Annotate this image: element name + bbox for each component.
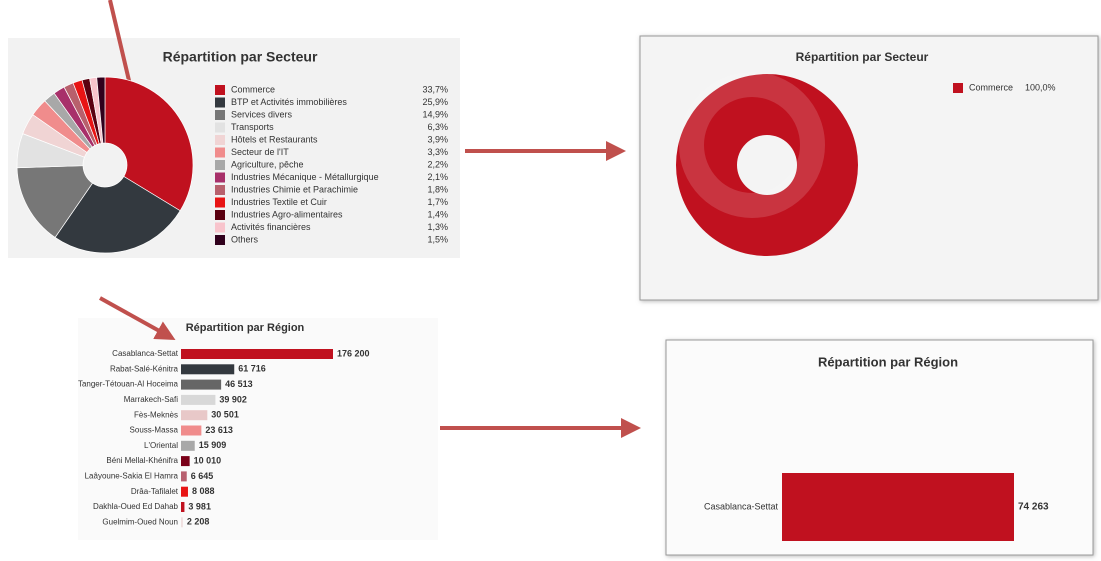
bar: [181, 364, 235, 375]
legend-label: Industries Mécanique - Métallurgique: [231, 172, 379, 182]
bar-category: Laâyoune-Sakia El Hamra: [85, 472, 179, 481]
legend-value: 2,1%: [427, 172, 448, 182]
legend-swatch: [215, 222, 225, 233]
legend-swatch: [215, 210, 225, 220]
legend-label: Others: [231, 234, 259, 244]
legend-label: Industries Chimie et Parachimie: [231, 184, 358, 194]
bar-value: 46 513: [225, 379, 253, 389]
legend-label: Commerce: [969, 82, 1013, 92]
legend-swatch: [215, 197, 225, 208]
legend-value: 1,7%: [427, 197, 448, 207]
bar-category: Dakhla-Oued Ed Dahab: [93, 502, 178, 511]
donut-slice: [54, 175, 181, 254]
bar: [181, 471, 187, 482]
donut-slice: [676, 74, 858, 256]
bar-value: 74 263: [1018, 502, 1049, 513]
legend-swatch: [215, 235, 225, 245]
legend-label: Transports: [231, 122, 274, 132]
legend-swatch: [215, 135, 225, 145]
bar-value: 2 208: [187, 517, 210, 527]
bar-value: 61 716: [238, 364, 266, 374]
bar: [181, 425, 202, 436]
legend-value: 6,3%: [427, 122, 448, 132]
legend-value: 33,7%: [422, 84, 448, 94]
bar-category: Marrakech-Safi: [124, 395, 178, 404]
bar: [181, 502, 185, 512]
legend-value: 3,9%: [427, 134, 448, 144]
bar: [181, 440, 195, 451]
legend-swatch: [215, 160, 225, 170]
donut-slice: [104, 76, 194, 212]
chart-title: Répartition par Région: [186, 322, 305, 334]
legend-swatch: [215, 185, 225, 195]
bar-value: 39 902: [219, 394, 247, 404]
bar: [181, 394, 216, 405]
legend-swatch: [215, 85, 225, 95]
bar: [181, 517, 183, 528]
legend-swatch: [215, 147, 225, 158]
legend-label: Activités financières: [231, 222, 311, 232]
bar-value: 15 909: [199, 440, 227, 450]
bar-value: 8 088: [192, 486, 215, 496]
bar-category: Béni Mellal-Khénifra: [106, 456, 178, 465]
legend-swatch: [215, 122, 225, 133]
legend-value: 3,3%: [427, 147, 448, 157]
legend-swatch: [215, 97, 225, 108]
chart-title: Répartition par Secteur: [796, 50, 929, 64]
legend-swatch: [953, 83, 963, 93]
bar-value: 23 613: [205, 425, 233, 435]
legend-label: BTP et Activités immobilières: [231, 97, 347, 107]
bar-category: Guelmim-Oued Noun: [102, 517, 178, 526]
bar-category: Drâa-Tafilalet: [131, 487, 179, 496]
legend-swatch: [215, 172, 225, 183]
bar: [782, 473, 1014, 541]
legend-label: Industries Textile et Cuir: [231, 197, 327, 207]
bar-value: 6 645: [191, 471, 214, 481]
bar-value: 10 010: [194, 455, 222, 465]
bar: [181, 410, 208, 421]
legend-label: Commerce: [231, 84, 275, 94]
bar-value: 3 981: [188, 501, 211, 511]
legend-value: 1,4%: [427, 209, 448, 219]
bar-category: Souss-Massa: [130, 426, 179, 435]
legend-label: Services divers: [231, 109, 293, 119]
bar-category: L'Oriental: [144, 441, 178, 450]
bar-category: Casablanca-Settat: [704, 501, 779, 511]
legend-value: 25,9%: [422, 97, 448, 107]
bar-value: 176 200: [337, 348, 370, 358]
legend-label: Secteur de l'IT: [231, 147, 289, 157]
legend-value: 100,0%: [1025, 82, 1056, 92]
legend-value: 14,9%: [422, 109, 448, 119]
bar: [181, 379, 222, 390]
legend-value: 1,3%: [427, 222, 448, 232]
legend-label: Hôtels et Restaurants: [231, 134, 318, 144]
legend-value: 1,5%: [427, 234, 448, 244]
bar-category: Casablanca-Settat: [112, 349, 179, 358]
bar: [181, 349, 333, 359]
bar-category: Fès-Meknès: [134, 410, 178, 419]
bar-value: 30 501: [211, 410, 239, 420]
bar: [181, 486, 188, 497]
chart-title: Répartition par Secteur: [163, 49, 318, 65]
legend-value: 1,8%: [427, 184, 448, 194]
legend-swatch: [215, 110, 225, 120]
legend-value: 2,2%: [427, 159, 448, 169]
donut-highlight: [679, 72, 825, 218]
bar: [181, 456, 190, 467]
chart-title: Répartition par Région: [818, 354, 958, 369]
legend-label: Agriculture, pêche: [231, 159, 304, 169]
legend-label: Industries Agro-alimentaires: [231, 209, 343, 219]
donut-slice: [16, 165, 94, 238]
bar-category: Tanger-Tétouan-Al Hoceima: [78, 380, 179, 389]
bar-category: Rabat-Salé-Kénitra: [110, 364, 179, 373]
donut-slice: [96, 76, 106, 144]
